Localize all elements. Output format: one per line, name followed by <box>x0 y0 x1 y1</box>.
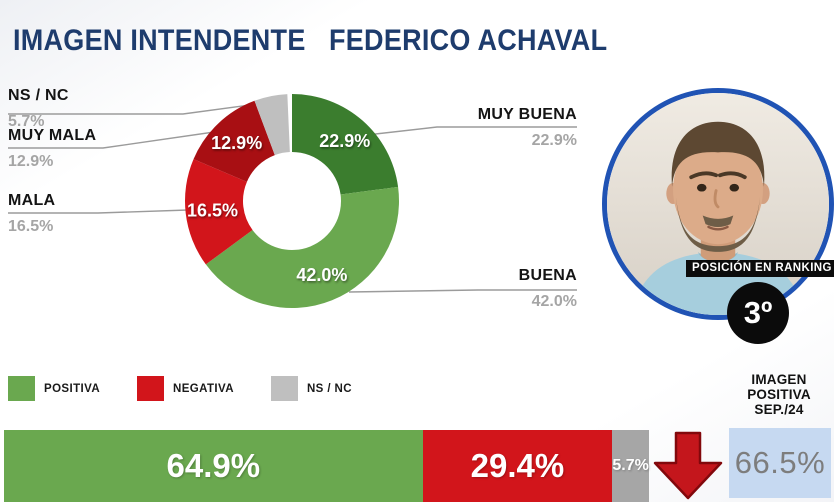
donut-slice-labels: 22.9% 42.0% 16.5% 12.9% <box>187 131 370 285</box>
summary-bar-negativa: 29.4% <box>422 430 613 502</box>
page-title: IMAGEN INTENDENTE FEDERICO ACHAVAL <box>13 24 607 58</box>
callout-muy-mala-pct: 12.9% <box>8 152 54 170</box>
ranking-label: POSICIÓN EN RANKING <box>686 260 834 277</box>
donut-pct-buena: 42.0% <box>296 265 347 285</box>
callout-muy-buena: MUY BUENA 22.9% <box>397 106 577 150</box>
callout-muy-mala-label: MUY MALA <box>8 127 97 144</box>
summary-bar-negativa-pct: 29.4% <box>470 447 565 484</box>
legend-swatch-negativa <box>137 376 165 401</box>
legend: POSITIVA NEGATIVA NS / NC <box>8 376 389 401</box>
summary-bar: 64.9% 29.4% 5.7% <box>4 430 649 502</box>
donut-slice-muy-mala <box>193 100 275 182</box>
legend-item-positiva: POSITIVA <box>8 376 100 401</box>
summary-bar-ns-nc: 5.7% <box>612 430 649 502</box>
callout-mala-label: MALA <box>8 192 56 209</box>
callout-ns-nc: NS / NC 5.7% <box>8 87 69 131</box>
donut-pct-muy-buena: 22.9% <box>319 131 370 151</box>
summary-bar-positiva: 64.9% <box>4 430 423 502</box>
leader-mala <box>8 209 189 214</box>
summary-bar-positiva-pct: 64.9% <box>166 447 261 484</box>
previous-value: 66.5% <box>734 445 826 480</box>
callout-buena: BUENA 42.0% <box>397 267 577 311</box>
donut-slice-muy-buena <box>292 94 399 195</box>
legend-item-negativa: NEGATIVA <box>137 376 234 401</box>
callout-mala: MALA 16.5% <box>8 192 56 236</box>
callout-muy-buena-label: MUY BUENA <box>477 106 577 123</box>
previous-title-line3: SEP./24 <box>754 402 804 417</box>
previous-value-title: IMAGEN POSITIVA SEP./24 <box>727 372 831 417</box>
legend-swatch-ns-nc <box>270 376 298 401</box>
summary-bar-ns-nc-pct: 5.7% <box>612 457 649 474</box>
leader-muy-buena <box>357 126 577 137</box>
callout-buena-label: BUENA <box>518 267 577 284</box>
trend-down-arrow-shape <box>653 431 723 500</box>
leader-buena <box>348 289 577 293</box>
donut-slice-buena <box>205 186 399 308</box>
donut-pct-mala: 16.5% <box>187 200 238 220</box>
legend-label-positiva: POSITIVA <box>44 382 101 395</box>
callout-muy-buena-pct: 22.9% <box>531 131 577 149</box>
previous-title-line2: POSITIVA <box>747 387 811 402</box>
donut-slice-ns-nc <box>254 94 290 156</box>
callout-buena-pct: 42.0% <box>531 292 577 310</box>
callout-ns-nc-pct: 5.7% <box>8 112 45 130</box>
previous-value-box: 66.5% <box>729 428 831 498</box>
legend-item-ns-nc: NS / NC <box>270 376 352 401</box>
legend-label-negativa: NEGATIVA <box>173 382 234 395</box>
donut-slices <box>185 94 399 308</box>
leader-ns-nc <box>8 101 273 115</box>
page-title-left: IMAGEN INTENDENTE <box>13 24 306 57</box>
donut-slice-mala <box>185 159 253 265</box>
leader-muy-mala <box>8 129 229 149</box>
callout-mala-pct: 16.5% <box>8 217 54 235</box>
ranking-position-badge: 3º <box>727 282 789 344</box>
donut-pct-muy-mala: 12.9% <box>211 133 262 153</box>
trend-down-arrow-icon <box>653 431 723 500</box>
previous-title-line1: IMAGEN <box>751 372 807 387</box>
callout-ns-nc-label: NS / NC <box>8 87 69 104</box>
page-title-right: FEDERICO ACHAVAL <box>329 24 608 57</box>
legend-swatch-positiva <box>8 376 35 401</box>
portrait-illustration <box>607 93 829 315</box>
legend-label-ns-nc: NS / NC <box>306 382 352 395</box>
photo-federico-achaval <box>602 88 834 320</box>
callout-muy-mala: MUY MALA 12.9% <box>8 127 97 171</box>
